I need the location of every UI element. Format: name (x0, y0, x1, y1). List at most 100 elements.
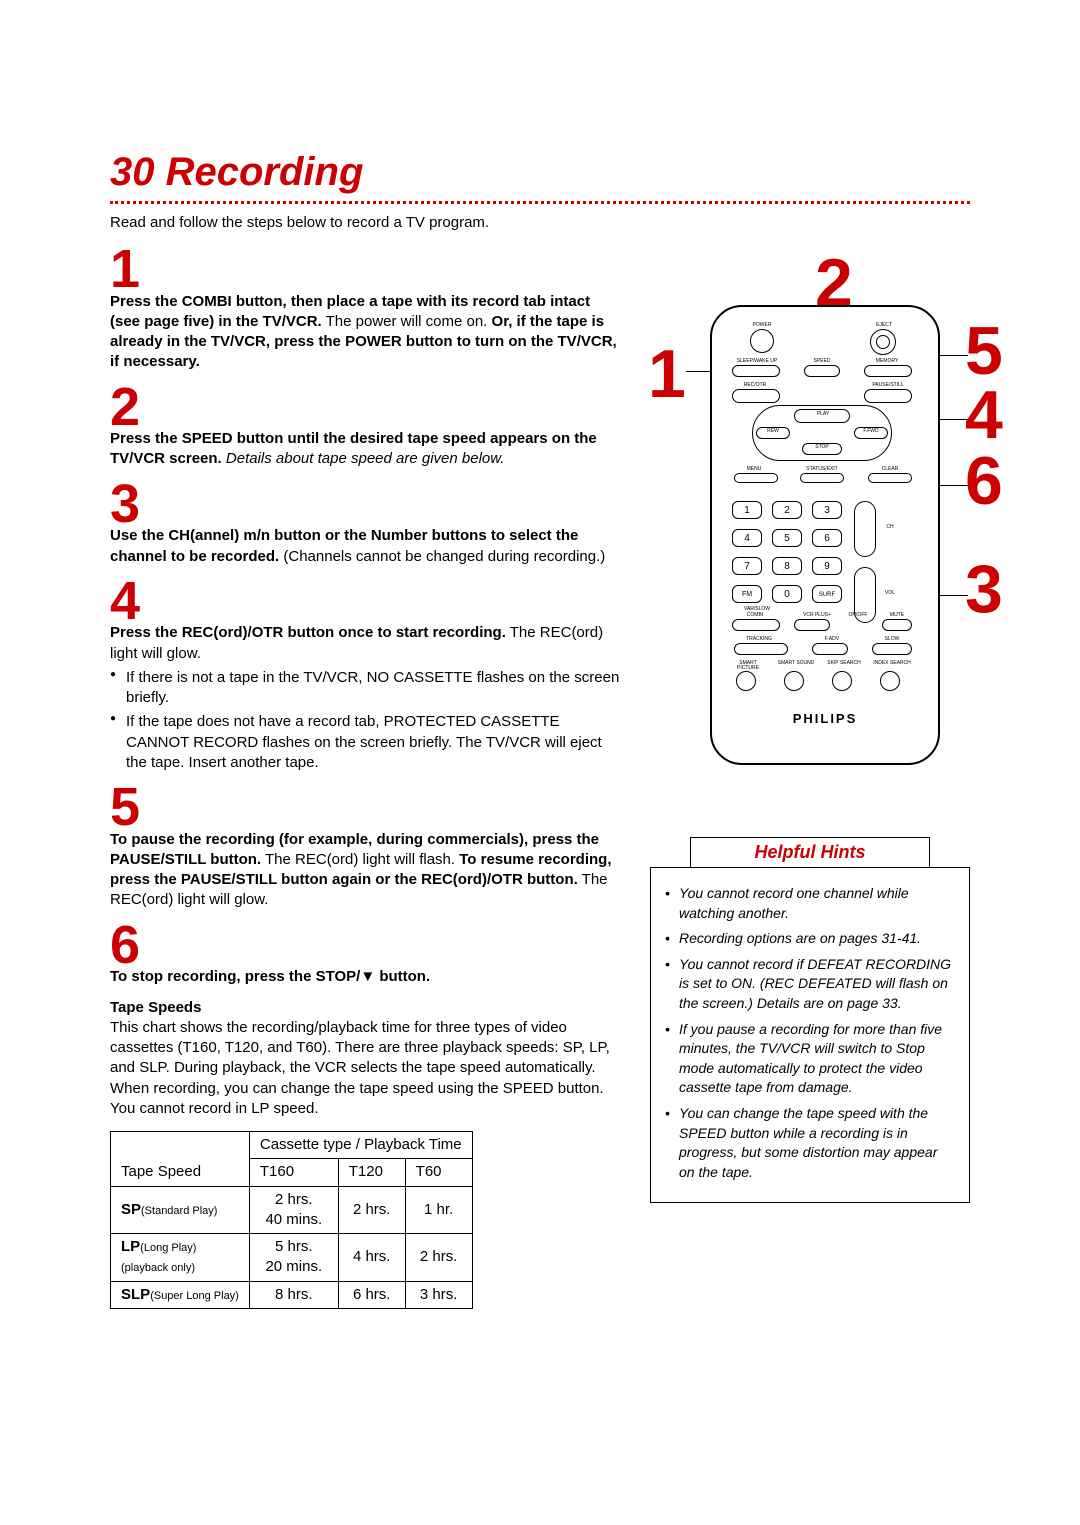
vcrplus-label: VCR PLUS+ (792, 613, 842, 618)
memory-button[interactable] (864, 365, 912, 377)
num-9[interactable]: 9 (812, 557, 842, 575)
step-number: 4 (110, 577, 620, 626)
step-number: 3 (110, 480, 620, 529)
fm-button[interactable]: FM (732, 585, 762, 603)
step-number: 6 (110, 921, 620, 970)
step-body: Press the SPEED button until the desired… (110, 429, 620, 470)
vol-label: VOL (880, 591, 900, 596)
picture-label: SMART PICTURE (728, 661, 768, 671)
hint-item: You cannot record one channel while watc… (665, 884, 955, 923)
index-label: INDEX SEARCH (872, 661, 912, 666)
slow-label: SLOW (872, 637, 912, 642)
rec-label: REC/OTR (730, 383, 780, 388)
step-body: Press the REC(ord)/OTR button once to st… (110, 623, 620, 773)
cell-t160: 8 hrs. (249, 1281, 338, 1308)
cell-t120: 6 hrs. (338, 1281, 405, 1308)
tape-speeds-table: Tape Speed Cassette type / Playback Time… (110, 1131, 473, 1309)
clear-label: CLEAR (870, 467, 910, 472)
cell-t60: 3 hrs. (405, 1281, 472, 1308)
fadv-button[interactable] (812, 643, 848, 655)
rec-button[interactable] (732, 389, 780, 403)
step-4: 4 Press the REC(ord)/OTR button once to … (110, 577, 620, 773)
sound-label: SMART SOUND (776, 661, 816, 666)
vcrplus-button[interactable] (794, 619, 830, 631)
combi-label: COMBI (730, 613, 780, 618)
num-1[interactable]: 1 (732, 501, 762, 519)
step-number: 2 (110, 383, 620, 432)
power-label: POWER (742, 323, 782, 328)
skip-button[interactable] (832, 671, 852, 691)
col-t160: T160 (249, 1159, 338, 1186)
status-label: STATUS/EXIT (794, 467, 850, 472)
picture-button[interactable] (736, 671, 756, 691)
steps-column: 1 Press the COMBI button, then place a t… (110, 245, 620, 1309)
brand-label: PHILIPS (722, 711, 928, 726)
callout-6: 6 (965, 447, 1003, 515)
index-button[interactable] (880, 671, 900, 691)
remote-body: POWER EJECT SLEEP/WAKE UP SPEED MEMORY R… (710, 305, 940, 765)
pause-label: PAUSE/STILL (860, 383, 916, 388)
num-7[interactable]: 7 (732, 557, 762, 575)
onoff-label: ON/OFF (838, 613, 878, 618)
ch-rocker[interactable] (854, 501, 876, 557)
ch-label: CH (880, 525, 900, 530)
num-4[interactable]: 4 (732, 529, 762, 547)
step-bullet: If the tape does not have a record tab, … (110, 712, 620, 773)
callout-3: 3 (965, 555, 1003, 623)
speed-label: SP(Standard Play) (111, 1186, 250, 1234)
intro-text: Read and follow the steps below to recor… (110, 214, 970, 231)
cell-t120: 2 hrs. (338, 1186, 405, 1234)
callout-1: 1 (648, 340, 686, 408)
step-body: Use the CH(annel) m/n button or the Numb… (110, 526, 620, 567)
num-2[interactable]: 2 (772, 501, 802, 519)
title-rule (110, 201, 970, 204)
num-5[interactable]: 5 (772, 529, 802, 547)
helpful-hints: Helpful Hints You cannot record one chan… (650, 837, 970, 1203)
surf-button[interactable]: SURF (812, 585, 842, 603)
hint-item: Recording options are on pages 31-41. (665, 929, 955, 949)
pause-button[interactable] (864, 389, 912, 403)
skip-label: SKIP SEARCH (824, 661, 864, 666)
sound-button[interactable] (784, 671, 804, 691)
cell-t120: 4 hrs. (338, 1234, 405, 1282)
step-1: 1 Press the COMBI button, then place a t… (110, 245, 620, 373)
hint-item: If you pause a recording for more than f… (665, 1020, 955, 1098)
hint-item: You can change the tape speed with the S… (665, 1104, 955, 1182)
menu-label: MENU (734, 467, 774, 472)
status-button[interactable] (800, 473, 844, 483)
ffwd-label: F.FWD (856, 429, 886, 434)
speed-label: LP(Long Play)(playback only) (111, 1234, 250, 1282)
tape-speeds-section: Tape Speeds This chart shows the recordi… (110, 998, 620, 1309)
callout-5: 5 (965, 317, 1003, 385)
eject-button[interactable] (876, 335, 890, 349)
stop-label: STOP (810, 445, 834, 450)
memory-label: MEMORY (862, 359, 912, 364)
tracking-button[interactable] (734, 643, 788, 655)
tracking-label: TRACKING (734, 637, 784, 642)
cell-t160: 5 hrs.20 mins. (249, 1234, 338, 1282)
table-row: LP(Long Play)(playback only) 5 hrs.20 mi… (111, 1234, 473, 1282)
sleep-label: SLEEP/WAKE UP (728, 359, 786, 364)
col-cassette-span: Cassette type / Playback Time (249, 1132, 472, 1159)
sleep-button[interactable] (732, 365, 780, 377)
power-button[interactable] (750, 329, 774, 353)
clear-button[interactable] (868, 473, 912, 483)
num-0[interactable]: 0 (772, 585, 802, 603)
varslow-button[interactable] (732, 619, 780, 631)
page-title: 30 Recording (110, 150, 970, 195)
step-3: 3 Use the CH(annel) m/n button or the Nu… (110, 480, 620, 567)
step-number: 5 (110, 783, 620, 832)
slow-button[interactable] (872, 643, 912, 655)
cell-t160: 2 hrs.40 mins. (249, 1186, 338, 1234)
num-8[interactable]: 8 (772, 557, 802, 575)
menu-button[interactable] (734, 473, 778, 483)
cell-t60: 2 hrs. (405, 1234, 472, 1282)
num-6[interactable]: 6 (812, 529, 842, 547)
fadv-label: F.ADV (812, 637, 852, 642)
col-t60: T60 (405, 1159, 472, 1186)
table-row: SP(Standard Play) 2 hrs.40 mins. 2 hrs. … (111, 1186, 473, 1234)
speed-button[interactable] (804, 365, 840, 377)
mute-button[interactable] (882, 619, 912, 631)
num-3[interactable]: 3 (812, 501, 842, 519)
step-body: Press the COMBI button, then place a tap… (110, 292, 620, 373)
